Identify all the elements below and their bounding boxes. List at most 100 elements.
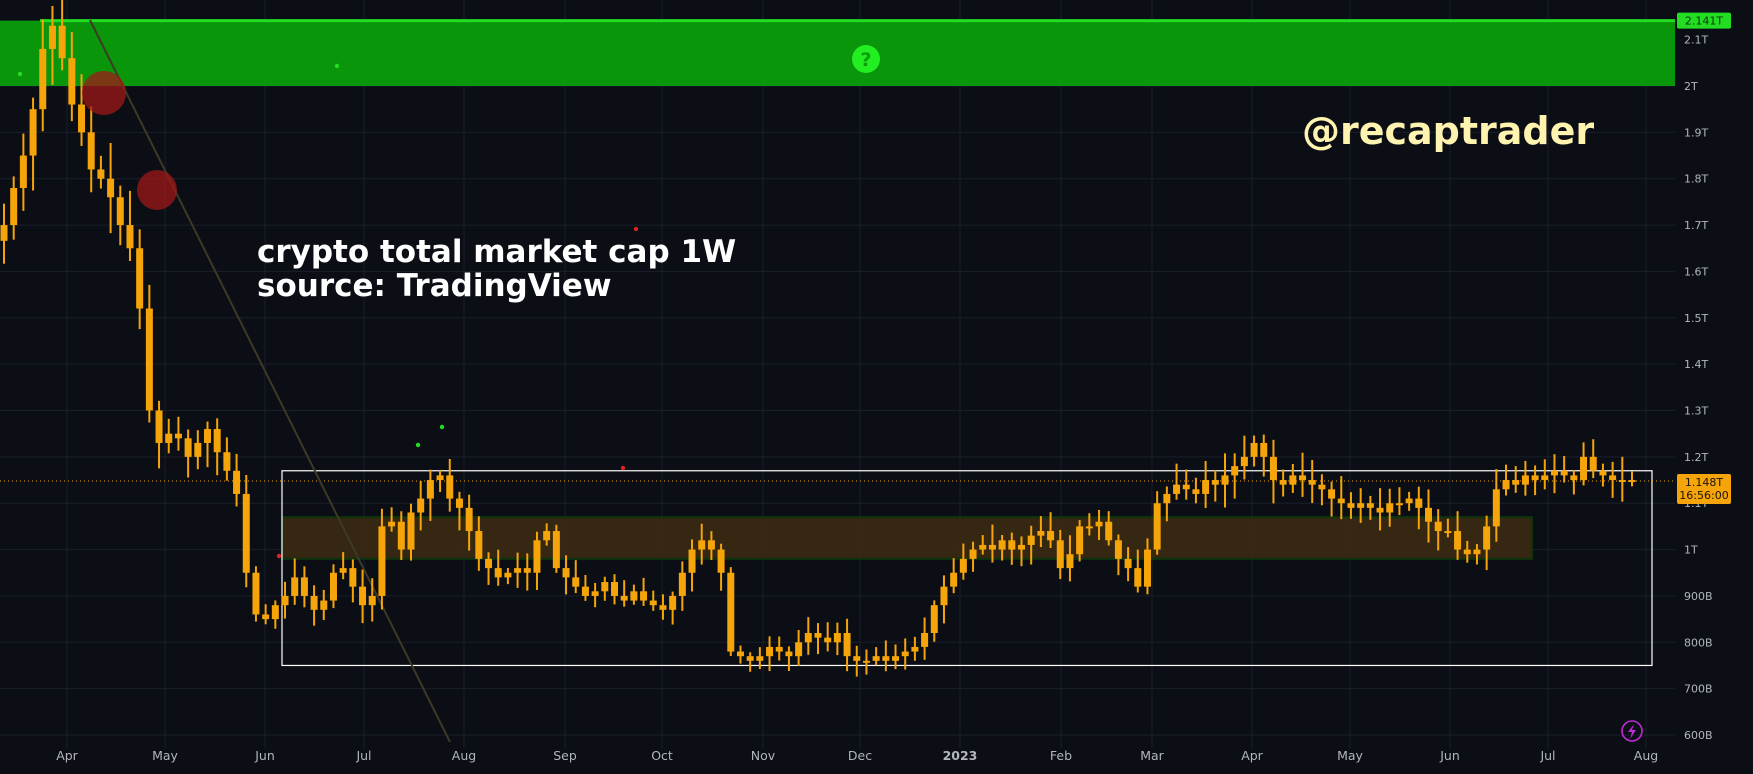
candle-body [698,540,706,550]
markers [17,63,639,559]
lightning-icon [1621,720,1643,742]
candle-body [397,521,405,550]
candle-body [1483,526,1491,550]
candle-body [630,591,638,601]
watermark: @recaptrader [1302,109,1595,153]
candle-body [1386,503,1394,513]
candle-body [669,595,677,610]
x-tick-label: Jun [1439,748,1460,763]
candle-body [688,549,696,573]
candle-body [291,577,299,596]
candle-body [1337,498,1345,504]
candle-body [1018,544,1025,550]
trendline [89,19,451,743]
candle-body [785,651,793,657]
candle-body [426,480,434,499]
candle-body [998,540,1006,550]
candle-body [824,637,832,643]
candle-body [233,470,241,494]
candle-body [1231,466,1239,476]
candle-body [1328,489,1336,499]
candle-body [87,132,95,170]
candle-body [1376,507,1384,513]
candle-body [591,591,599,596]
candle-body [1541,475,1549,481]
candle-body [1318,484,1326,490]
candle-body [436,475,444,481]
candle-body [223,452,231,471]
x-tick-label: Feb [1050,748,1072,763]
candle-body [1076,526,1084,555]
x-tick-label: Sep [553,748,577,763]
candle-body [1415,498,1423,508]
candle-body [1521,475,1529,485]
candle-body [581,586,589,596]
candle-body [97,169,105,179]
y-tick-label: 700B [1684,683,1713,696]
candle-body [1221,475,1229,485]
candle-body [514,568,522,573]
candle-body [1269,456,1277,481]
sell-signal-marker [137,170,177,210]
candle-body [320,600,328,610]
candle-body [1463,549,1471,555]
candle-body [1047,531,1055,541]
y-tick-label: 800B [1684,636,1713,649]
candle-body [184,438,192,457]
candle-body [145,308,153,411]
signal-dot [17,71,23,77]
candle-body [620,595,628,601]
candle-body [717,549,725,573]
x-tick-label: Jun [254,748,275,763]
y-tick-label: 2T [1684,80,1698,93]
current-price-tag [1677,473,1731,504]
candle-body [29,109,37,156]
signal-dot [620,465,626,471]
candle-body [485,558,493,569]
x-tick-label: Oct [651,748,673,763]
signal-dot [334,63,340,69]
candle-body [862,660,870,663]
candle-body [78,104,86,133]
candle-body [19,155,27,188]
candle-body [465,507,473,532]
candle-body [1173,484,1181,494]
candle-body [329,572,337,601]
candle-body [1434,521,1442,532]
candle-body [252,572,260,615]
candle-body [136,248,144,309]
x-tick-label: Apr [1241,748,1263,763]
candle-body [116,197,124,226]
sell-signal-marker [82,71,126,115]
resistance-zone [0,20,1675,86]
candle-body [1550,470,1558,476]
support-zone [281,516,1533,560]
y-tick-label: 1.3T [1684,405,1708,418]
candle-body [204,429,211,443]
signal-dot [276,553,282,559]
y-tick-label: 1.5T [1684,312,1708,325]
y-tick-label: 900B [1684,590,1713,603]
candle-body [1618,480,1626,483]
candle-body [950,572,958,587]
candle-body [368,595,376,606]
candle-body [213,429,221,453]
y-tick-label: 600B [1684,729,1713,742]
candle-body [48,25,56,49]
candle-body [756,656,764,661]
lightning-glyph [1628,724,1636,739]
candle-body [562,568,570,578]
candle-body [359,586,367,606]
y-tick-label: 1T [1684,544,1698,557]
y-tick-label: 1.4T [1684,358,1708,371]
zones: ? [0,19,1675,667]
candle-body [892,656,900,661]
candle-body [1202,480,1210,494]
x-tick-label: Jul [355,748,371,763]
candle-body [504,572,512,578]
candle-body [174,433,182,439]
candle-body [262,614,270,620]
x-tick-label: May [152,748,178,763]
candle-body [1599,470,1607,476]
